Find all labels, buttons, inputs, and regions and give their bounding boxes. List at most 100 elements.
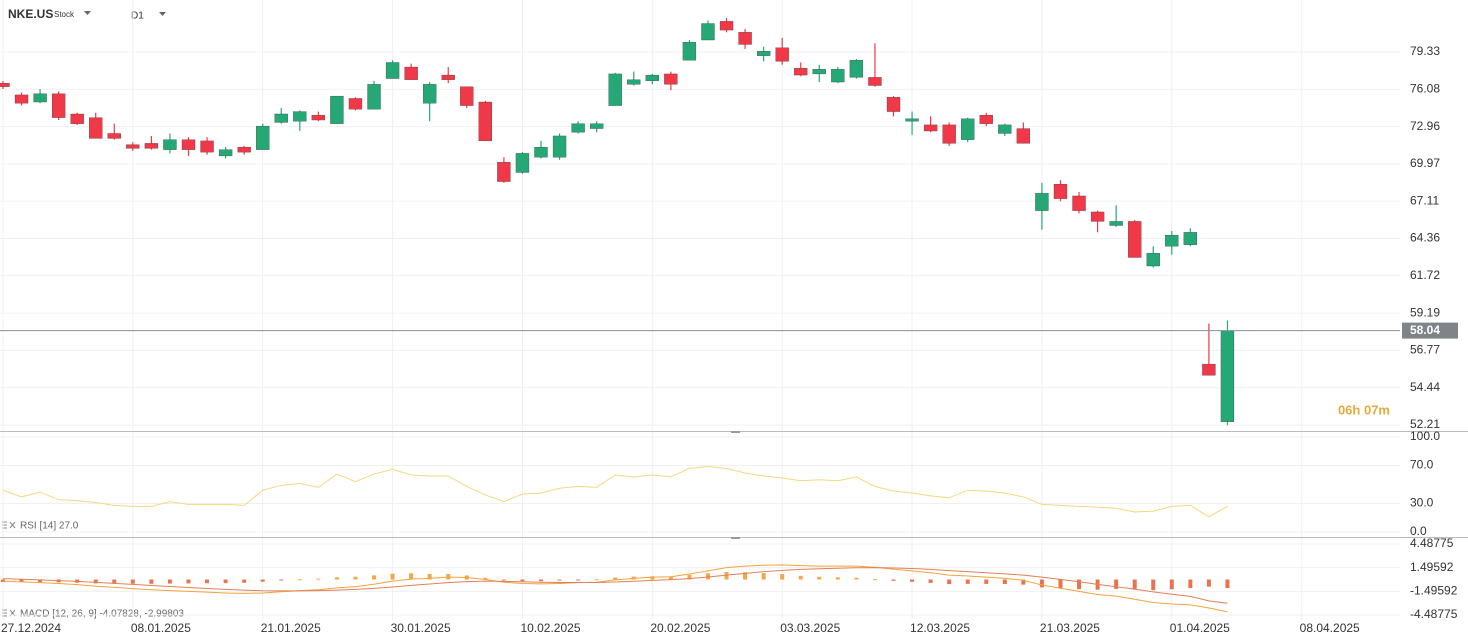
macd-histogram-bar [1002,579,1007,585]
candle-body [868,77,882,86]
macd-legend: MACD [12, 26, 9] -4.07828, -2.99803 [20,609,184,620]
macd-histogram-bar [149,579,154,584]
candle-body [756,51,771,56]
timeframe[interactable]: D1 [131,11,144,22]
macd-histogram-bar [1151,579,1156,591]
macd-line [2,564,1228,613]
candle-body [1202,363,1216,376]
last-price-tag [1402,322,1458,339]
x-tick-label: 08.01.2025 [131,621,191,635]
macd-histogram-bar [93,579,98,584]
symbol[interactable]: NKE.US [8,7,53,21]
y-tick-label: 56.77 [1410,343,1440,357]
x-tick-label: 30.01.2025 [391,621,451,635]
macd-histogram-bar [872,579,877,581]
macd-histogram-bar [316,578,321,580]
y-tick-label: 54.44 [1410,380,1440,394]
candle-body [0,83,10,87]
candle-body [942,124,956,144]
candle-body [33,93,47,103]
macd-line [2,567,1228,604]
candle-body [107,133,121,139]
macd-histogram-bar [38,579,43,583]
macd-histogram-bar [835,577,840,580]
candle-body [1183,232,1198,245]
x-tick-label: 21.03.2025 [1040,621,1100,635]
macd-histogram-bar [1188,579,1193,588]
x-tick-label: 12.03.2025 [910,621,970,635]
candle-body [1128,221,1142,258]
y-tick-label: 61.72 [1410,268,1440,282]
candle-body [923,124,938,132]
candle-body [590,123,604,129]
macd-histogram-bar [687,574,692,580]
y-tick-label: 72.96 [1410,119,1440,133]
macd-histogram-bar [390,573,395,580]
macd-histogram-bar [19,579,24,583]
countdown: 06h 07m [1338,402,1390,417]
candle-body [719,21,734,31]
candle-body [181,139,196,150]
y-tick-label: 4.48775 [1410,536,1454,550]
macd-histogram-bar [780,574,785,580]
x-tick-label: 01.04.2025 [1170,621,1230,635]
candle-body [961,118,975,140]
candle-body [905,118,919,122]
candle-body [701,23,715,41]
y-tick-label: 52.21 [1410,417,1440,431]
candle-body [126,144,140,149]
instrument-kind: Stock [54,10,75,19]
candle-body [367,84,381,110]
macd-histogram-bar [947,579,952,585]
candle-body [608,73,622,106]
candle-body [849,60,864,78]
last-price-label: 58.04 [1410,323,1440,337]
candle-body [385,62,400,79]
candle-body [738,32,752,45]
candle-body [460,86,474,106]
macd-histogram-bar [520,579,525,582]
candle-body [51,93,66,118]
macd-histogram-bar [891,579,896,581]
symbol-dropdown[interactable] [84,11,91,15]
macd-histogram-bar [724,572,729,580]
x-tick-label: 21.01.2025 [261,621,321,635]
candle-body [534,146,548,158]
macd-histogram-bar [112,579,117,584]
candle-body [70,113,84,124]
y-tick-label: -4.48775 [1410,607,1458,621]
macd-histogram-bar [613,577,618,580]
candle-body [682,42,697,61]
macd-histogram-bar [984,579,989,584]
timeframe-dropdown[interactable] [159,12,166,16]
candle-body [886,97,901,112]
macd-histogram-bar [854,577,859,580]
candle-body [1072,195,1086,211]
x-tick-label: 03.03.2025 [780,621,840,635]
candle-body [1035,193,1049,211]
y-tick-label: 70.0 [1410,458,1434,472]
candle-body [256,125,270,150]
rsi-line [2,465,1228,518]
macd-histogram-bar [557,579,562,581]
candle-body [664,73,678,85]
macd-histogram-bar [223,579,228,584]
candle-body [423,84,437,104]
macd-histogram-bar [279,579,284,581]
candle-body [237,146,251,153]
candle-body [645,74,659,82]
macd-histogram-bar [798,575,803,580]
candle-body [1090,211,1105,222]
candle-body [200,140,214,153]
macd-histogram-bar [186,579,191,584]
macd-histogram-bar [130,579,135,584]
y-tick-label: 64.36 [1410,231,1440,245]
macd-histogram-bar [1058,579,1063,589]
macd-histogram-bar [260,579,265,582]
macd-histogram-bar [576,579,581,581]
candle-body [831,69,845,83]
macd-histogram-bar [1021,579,1026,585]
macd-histogram-bar [167,579,172,584]
candle-body [348,98,363,110]
